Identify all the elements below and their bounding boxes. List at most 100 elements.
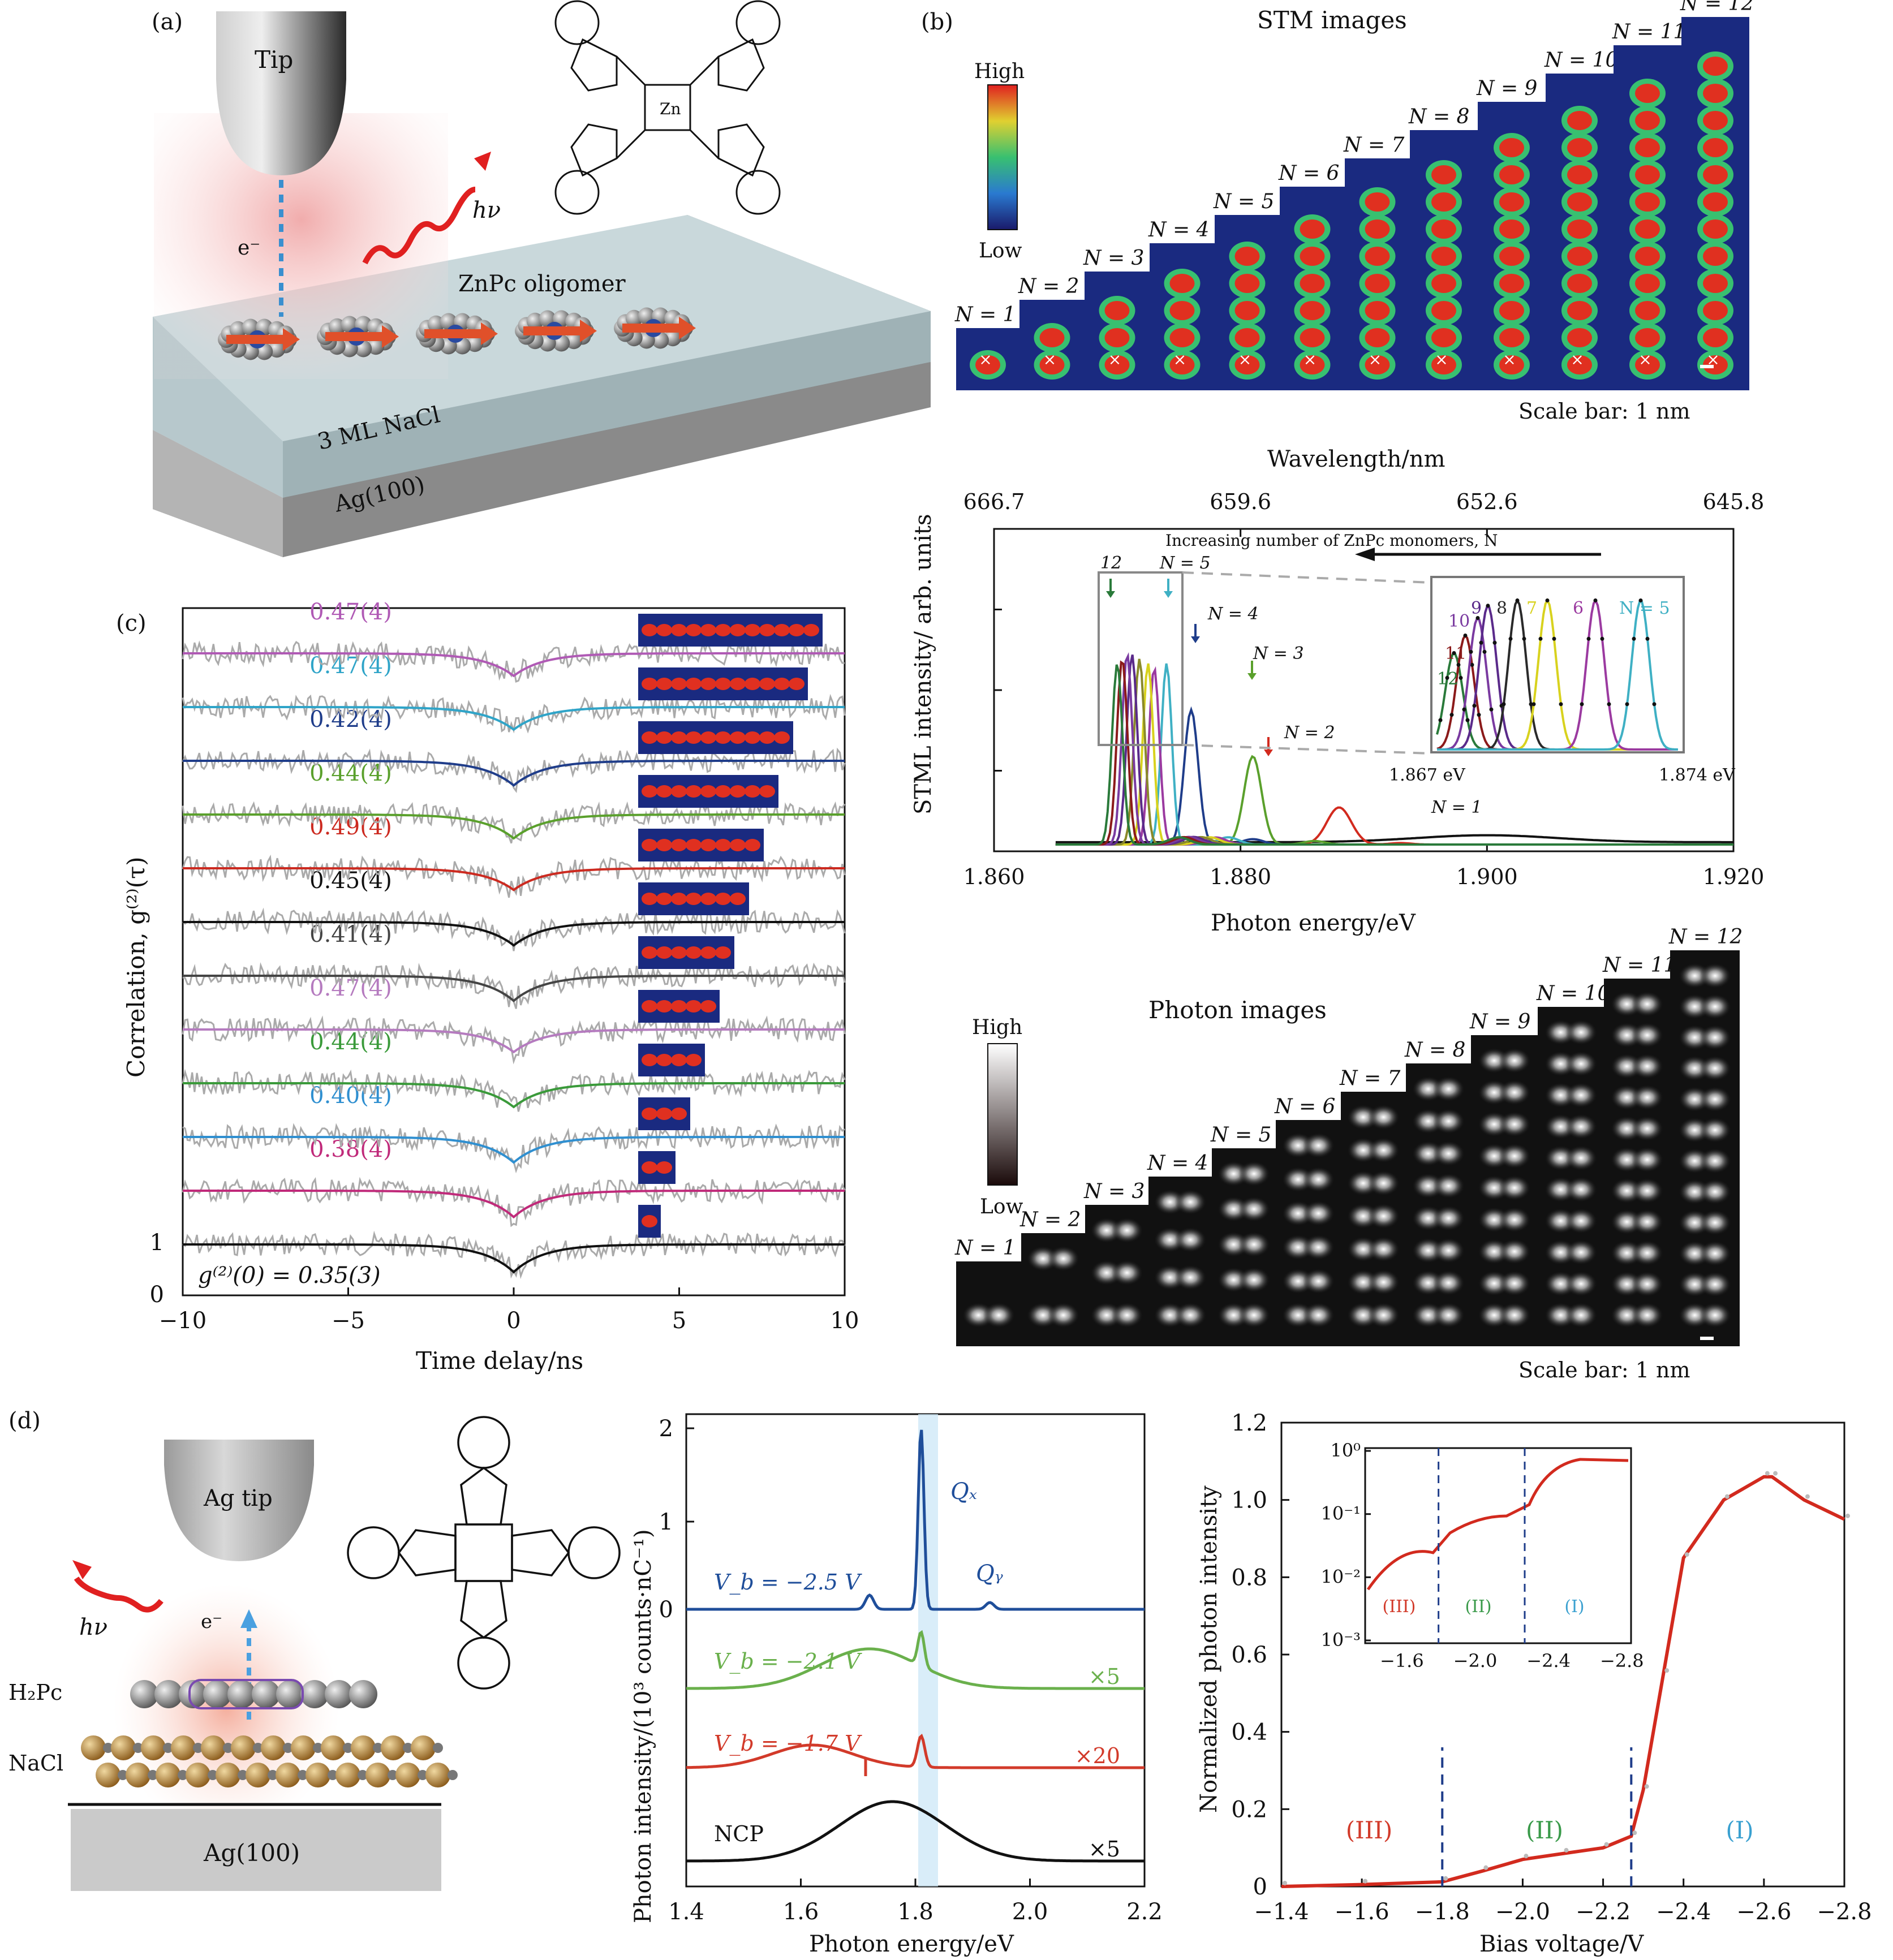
stm-lobe — [1300, 328, 1325, 347]
stm-lobe — [1431, 355, 1456, 374]
inset-stm-lobe — [686, 731, 702, 744]
photon-spot — [1565, 1271, 1597, 1296]
photon-spot — [1367, 1303, 1400, 1328]
photon-image-n5: N = 5 — [1210, 1123, 1276, 1346]
x-tick-label: 1.6 — [783, 1899, 819, 1925]
stm-lobe — [1365, 274, 1390, 293]
inset-stm-lobe — [656, 624, 672, 636]
photon-spot — [1367, 1138, 1400, 1163]
stm-marker: × — [1043, 350, 1056, 369]
na-ion — [261, 1735, 286, 1760]
inset-tick-right: 1.874 eV — [1659, 765, 1736, 785]
stm-image-n9: × N = 9 — [1476, 77, 1546, 390]
d-substrate — [71, 1809, 441, 1891]
inset-stm-lobe — [656, 1108, 672, 1120]
stm-lobe — [1703, 192, 1728, 212]
inset-tick-left: 1.867 eV — [1389, 765, 1466, 785]
inset-stm-lobe — [700, 893, 716, 905]
znpc-monomer — [515, 310, 597, 352]
na-ion — [306, 1763, 330, 1787]
ag-tip-label: Ag tip — [203, 1485, 273, 1511]
photon-spot — [1111, 1303, 1143, 1328]
inset-stm-lobe — [642, 731, 657, 744]
photon-label: hν — [472, 197, 501, 223]
cl-ion — [373, 1743, 383, 1753]
bias-point — [1283, 1881, 1287, 1885]
stm-n-label: N = 4 — [1148, 218, 1209, 242]
x-tick-label: −2.8 — [1817, 1899, 1872, 1925]
x-tick-label: 0 — [506, 1308, 520, 1334]
x-tick-label: −10 — [159, 1308, 206, 1334]
y-tick-label: 0.4 — [1231, 1720, 1267, 1746]
na-ion — [231, 1735, 256, 1760]
panel-d-label: (d) — [8, 1408, 41, 1434]
photon-spot — [1565, 1020, 1597, 1045]
znpc-monomer — [317, 316, 399, 357]
na-ion — [81, 1735, 106, 1760]
na-ion — [216, 1763, 240, 1787]
stm-image-n10: × N = 10 — [1544, 49, 1618, 390]
stm-image-n5: × N = 5 — [1213, 190, 1280, 390]
inset-stm-lobe — [745, 839, 760, 851]
inset-x-tick: −2.4 — [1526, 1650, 1571, 1672]
photon-n-label: N = 6 — [1274, 1095, 1335, 1118]
stm-lobe — [1104, 328, 1130, 347]
inset-stm-lobe — [671, 731, 687, 744]
stm-lobe — [1169, 274, 1195, 293]
inset-y-tick: 10⁻² — [1321, 1566, 1361, 1587]
photon-n-label: N = 5 — [1210, 1123, 1271, 1147]
photon-spot — [1499, 1048, 1530, 1073]
inset-stm-lobe — [700, 624, 716, 636]
inset-stm-lobe — [642, 1215, 657, 1227]
inset-stm-lobe — [656, 785, 672, 798]
photon-n-label: N = 9 — [1469, 1010, 1530, 1033]
bias-xlabel: Bias voltage/V — [1479, 1931, 1644, 1957]
photon-spot — [1699, 1148, 1731, 1174]
photon-n-label: N = 4 — [1147, 1152, 1208, 1175]
stm-image-strip: × N = 1 × N = 2 × N = 3 × N = 4 × N = 5 × N = 6 × N =… — [954, 0, 1754, 390]
photon-spot — [1565, 1239, 1597, 1265]
inset-point — [1652, 702, 1657, 707]
bias-point — [1773, 1471, 1778, 1476]
photon-spot — [1631, 1147, 1663, 1172]
inset-stm-lobe — [642, 678, 657, 690]
inset-series-line — [1437, 599, 1679, 751]
fit-trace — [183, 1136, 845, 1164]
na-ion — [96, 1763, 121, 1787]
inset-stm-lobe — [686, 678, 702, 690]
x-tick-label: −5 — [332, 1308, 365, 1334]
inset-point — [1559, 702, 1563, 707]
stm-lobe — [1567, 274, 1592, 293]
d-photon-label: hν — [79, 1614, 107, 1640]
stm-lobe — [1300, 247, 1325, 266]
stm-n-label: N = 11 — [1612, 20, 1686, 44]
photon-spot — [1565, 1114, 1597, 1139]
dipole-arrow — [226, 328, 300, 351]
photon-spot — [1302, 1269, 1335, 1294]
inset-stm-lobe — [700, 946, 716, 959]
inset-point — [1638, 598, 1643, 602]
photon-spot — [1631, 992, 1663, 1016]
photon-image-n7: N = 7 — [1339, 1067, 1406, 1346]
na-ion — [351, 1735, 376, 1760]
na-ion — [425, 1763, 450, 1787]
stm-lobe — [1499, 355, 1524, 374]
y-tick-label: 0 — [659, 1597, 673, 1623]
top-tick-label: 645.8 — [1703, 489, 1765, 514]
bias-point — [1845, 1513, 1850, 1518]
stm-lobe — [1431, 247, 1456, 266]
inset-stm-lobe — [700, 839, 716, 851]
inset-point — [1625, 702, 1629, 707]
stm-cbar-high: High — [974, 60, 1025, 83]
photon-spot — [1499, 1303, 1530, 1328]
photon-spot — [1631, 1303, 1663, 1328]
x-tick-label: 1.920 — [1703, 864, 1765, 889]
inset-stm-lobe — [774, 624, 790, 636]
d-nacl-label: NaCl — [8, 1751, 63, 1776]
inset-point — [1477, 713, 1481, 717]
cl-ion — [418, 1770, 428, 1780]
photon-spot — [1302, 1167, 1335, 1192]
photon-spot — [1699, 994, 1731, 1019]
inset-stm-lobe — [671, 839, 687, 851]
stm-lobe — [1300, 219, 1325, 239]
